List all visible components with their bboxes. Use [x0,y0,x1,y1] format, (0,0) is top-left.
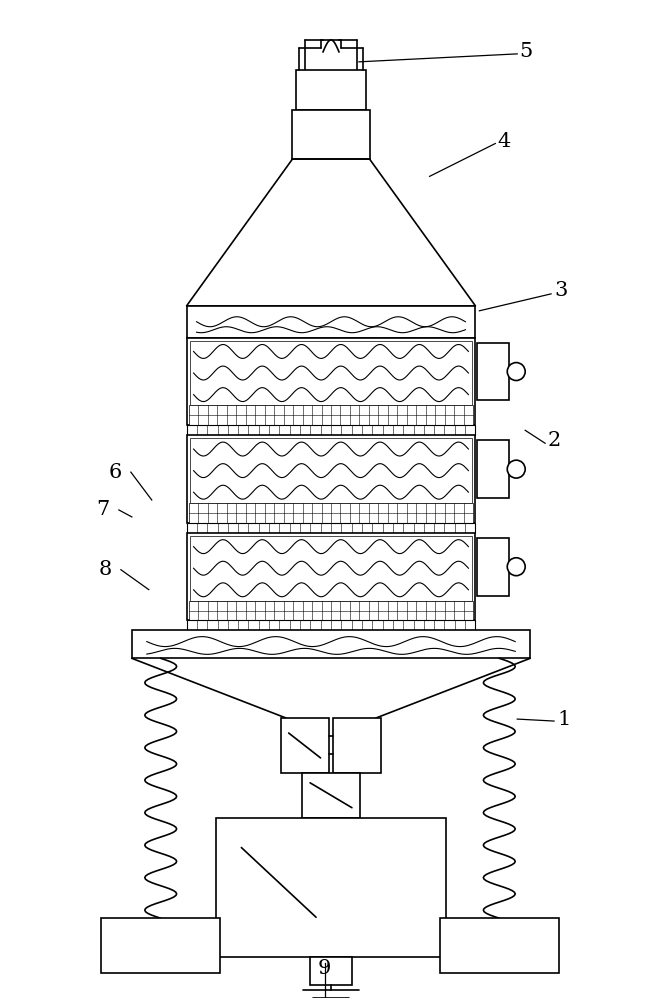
Bar [477,440,509,498]
Bar [292,110,370,159]
Bar [477,343,509,400]
Bar [189,536,473,601]
Text: 3: 3 [554,281,567,300]
Bar [216,818,446,957]
Bar [334,718,381,773]
Bar [440,918,559,973]
Bar [189,438,473,503]
Text: 4: 4 [497,132,510,151]
Bar [477,538,509,596]
Bar [296,70,366,110]
Bar [187,533,475,620]
Text: 7: 7 [96,500,109,519]
Bar [310,957,352,985]
Bar [187,523,475,533]
Text: 9: 9 [318,959,332,978]
Bar [187,338,475,425]
Text: 2: 2 [547,431,560,450]
Text: 8: 8 [99,560,113,579]
Bar [132,630,530,658]
Text: 1: 1 [557,710,571,729]
Text: 6: 6 [109,463,122,482]
Bar [189,405,473,425]
Circle shape [507,558,525,576]
Bar [189,341,473,405]
Circle shape [507,363,525,381]
Bar [187,435,475,523]
Bar [281,718,328,773]
Bar [187,425,475,435]
Bar [302,773,360,818]
Bar [187,306,475,338]
Circle shape [507,460,525,478]
Text: 5: 5 [519,42,532,61]
Bar [101,918,220,973]
Bar [187,620,475,630]
Bar [189,503,473,523]
Bar [189,601,473,620]
